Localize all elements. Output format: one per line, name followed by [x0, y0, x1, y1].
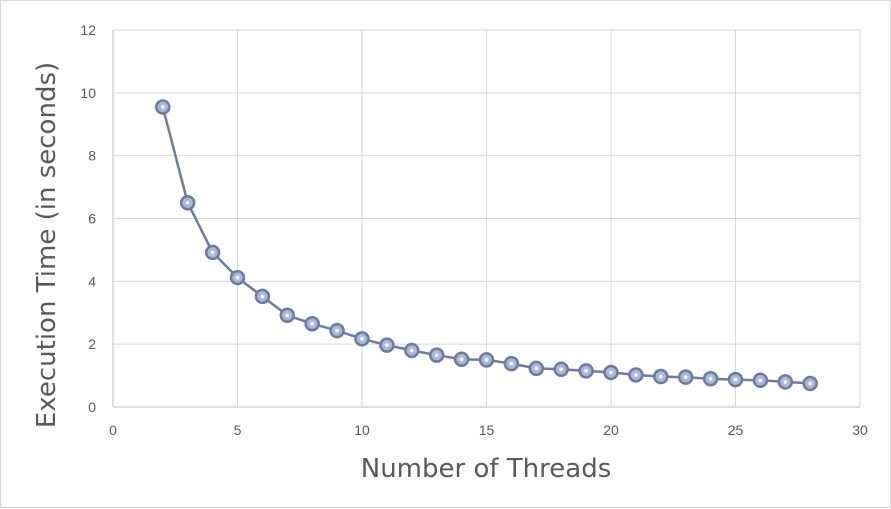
data-point — [279, 307, 296, 324]
data-point — [478, 352, 495, 368]
data-point — [603, 364, 619, 381]
data-point-center — [210, 250, 215, 255]
x-tick-label: 20 — [603, 422, 619, 438]
data-point — [204, 244, 221, 261]
data-point-center — [758, 378, 763, 383]
data-point — [428, 347, 445, 363]
data-point — [528, 360, 545, 377]
data-point-center — [310, 321, 315, 326]
data-point-center — [161, 105, 165, 109]
data-point — [802, 375, 818, 392]
data-point — [329, 322, 345, 339]
data-point — [677, 369, 694, 385]
data-point-center — [235, 275, 240, 280]
data-point — [578, 363, 594, 379]
y-tick-label: 2 — [88, 336, 96, 352]
data-point — [179, 195, 196, 211]
data-point-center — [783, 380, 788, 384]
data-point-center — [708, 376, 713, 381]
y-tick-label: 8 — [88, 148, 96, 164]
data-point — [304, 315, 320, 332]
data-point — [404, 342, 420, 359]
x-axis-title: Number of Threads — [361, 454, 612, 484]
y-tick-label: 10 — [80, 85, 96, 101]
data-point — [553, 361, 569, 378]
data-point-center — [335, 328, 339, 333]
data-point-center — [410, 348, 414, 353]
data-point-center — [185, 200, 190, 205]
data-point-center — [360, 337, 364, 341]
data-point — [653, 368, 669, 385]
data-point-center — [459, 357, 464, 362]
x-tick-label: 25 — [728, 422, 744, 438]
data-point — [752, 372, 769, 389]
data-point — [254, 288, 271, 305]
data-point — [379, 337, 395, 353]
data-point-center — [733, 377, 738, 382]
data-point — [777, 374, 794, 390]
x-tick-label: 10 — [354, 422, 370, 438]
x-tick-label: 15 — [479, 422, 495, 438]
data-point-center — [609, 370, 613, 375]
y-tick-label: 0 — [88, 399, 96, 415]
data-point — [155, 99, 171, 115]
data-point — [354, 331, 370, 347]
data-point — [628, 367, 644, 383]
data-point — [702, 370, 719, 387]
data-point-center — [534, 366, 539, 371]
data-point — [503, 355, 520, 372]
x-tick-label: 0 — [109, 422, 117, 438]
data-point-center — [260, 294, 265, 299]
data-point — [229, 269, 246, 286]
y-tick-label: 6 — [88, 211, 96, 227]
grid-layer — [113, 29, 861, 407]
tick-label-layer: 0 5 10 15 20 25 30 0 2 4 6 8 10 12 — [80, 22, 868, 438]
y-tick-label: 4 — [88, 273, 96, 289]
data-point-center — [559, 367, 563, 372]
data-point — [727, 371, 744, 388]
data-point — [453, 351, 470, 367]
data-point-center — [434, 353, 439, 357]
data-point-center — [385, 343, 389, 347]
series-layer — [155, 99, 818, 392]
data-point-center — [634, 373, 638, 377]
data-point-center — [683, 375, 688, 379]
y-tick-label: 12 — [80, 22, 96, 38]
data-point-center — [808, 381, 812, 386]
axis-layer — [112, 30, 860, 408]
x-tick-label: 30 — [852, 422, 868, 438]
data-point-center — [484, 358, 489, 362]
data-point-center — [285, 313, 290, 318]
data-point-center — [659, 374, 663, 379]
x-tick-label: 5 — [234, 422, 242, 438]
y-axis-title: Execution Time (in seconds) — [32, 62, 62, 428]
data-point-center — [509, 361, 514, 366]
data-point-center — [584, 369, 588, 373]
